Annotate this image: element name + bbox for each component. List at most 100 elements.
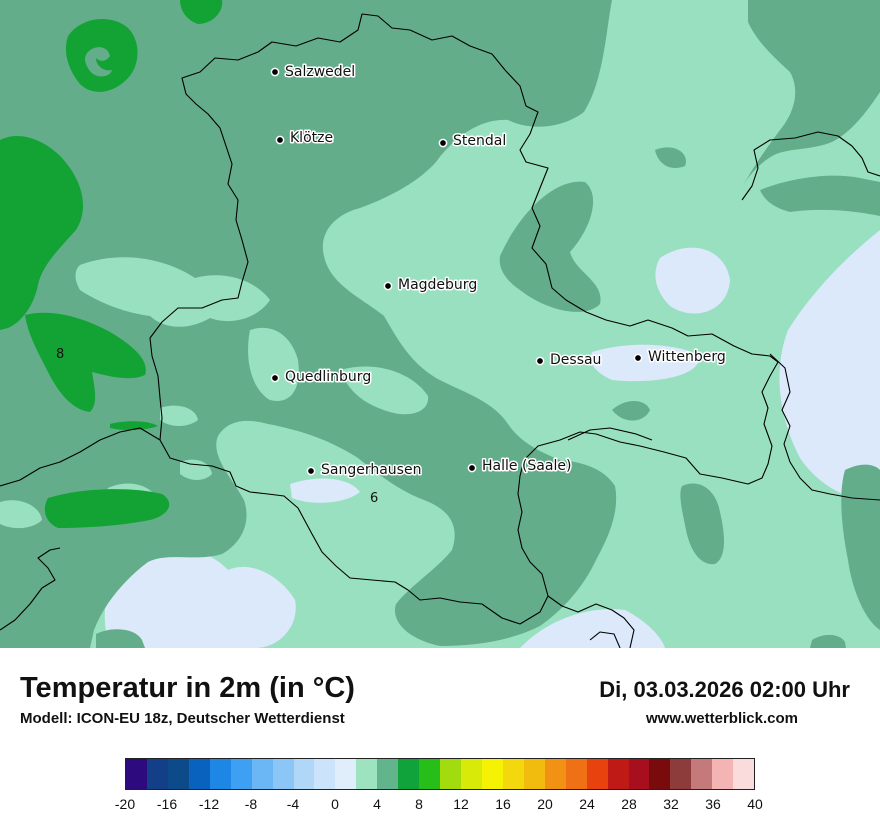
city-label-dessau: Dessau bbox=[550, 352, 601, 368]
temp-zone-cool-southeast bbox=[520, 609, 665, 648]
temp-zone-mild-east-3 bbox=[655, 147, 686, 169]
city-dot bbox=[633, 353, 643, 363]
temp-zone-warm-south bbox=[44, 489, 170, 528]
legend-tick: -12 bbox=[198, 796, 220, 812]
legend-swatch bbox=[628, 759, 650, 789]
city-sangerhausen[interactable]: Sangerhausen bbox=[306, 461, 423, 480]
city-label-halle: Halle (Saale) bbox=[482, 458, 571, 474]
city-quedlinburg[interactable]: Quedlinburg bbox=[270, 368, 373, 387]
legend-swatch bbox=[607, 759, 629, 789]
temp-zone-mild-east-4 bbox=[770, 18, 807, 63]
legend-tick: 24 bbox=[579, 796, 595, 812]
legend-tick: -4 bbox=[286, 796, 300, 812]
legend-tick: 28 bbox=[621, 796, 637, 812]
legend-swatch bbox=[272, 759, 294, 789]
legend-swatch bbox=[461, 759, 482, 789]
legend-tick: -8 bbox=[244, 796, 258, 812]
legend-tick-labels: -20 -16 -12 -8 -4 0 4 8 12 16 20 24 28 32 36 40 bbox=[115, 796, 763, 814]
chart-title: Temperatur in 2m (in °C) bbox=[20, 672, 355, 704]
temp-zone-cool-sangerhausen bbox=[290, 478, 360, 503]
legend-swatch bbox=[314, 759, 336, 789]
legend-tick: 0 bbox=[331, 796, 339, 812]
state-borders bbox=[0, 13, 880, 648]
legend-swatch bbox=[335, 759, 357, 789]
temp-zone-warm-west bbox=[0, 136, 84, 330]
temp-zone-warm-strip bbox=[110, 421, 158, 431]
forecast-datetime: Di, 03.03.2026 02:00 Uhr bbox=[599, 677, 850, 702]
legend-swatch bbox=[209, 759, 231, 789]
legend-tick: 20 bbox=[537, 796, 553, 812]
legend-swatch bbox=[146, 759, 168, 789]
temp-zone-mild-north bbox=[0, 0, 617, 648]
temp-zone-mild-east-strip bbox=[760, 175, 880, 216]
temp-zone-mild-east-1 bbox=[680, 483, 725, 565]
legend-swatch bbox=[167, 759, 189, 789]
legend-tick: -20 bbox=[114, 796, 136, 812]
temp-zone-mild-bottom-2 bbox=[810, 634, 846, 648]
legend-swatch bbox=[398, 759, 420, 789]
temp-zone-warm-top bbox=[180, 0, 223, 24]
legend-swatch bbox=[565, 759, 587, 789]
city-label-quedlinburg: Quedlinburg bbox=[285, 369, 371, 385]
city-dot bbox=[467, 463, 477, 473]
city-dot bbox=[535, 356, 545, 366]
legend-tick: 8 bbox=[415, 796, 423, 812]
legend-swatch bbox=[419, 759, 441, 789]
legend-tick: 4 bbox=[373, 796, 381, 812]
border-east-2 bbox=[769, 353, 880, 501]
city-magdeburg[interactable]: Magdeburg bbox=[383, 276, 479, 295]
temp-zone-cool-mid bbox=[590, 344, 700, 382]
legend-swatch bbox=[586, 759, 608, 789]
border-south-east bbox=[567, 427, 653, 441]
city-label-sangerhausen: Sangerhausen bbox=[321, 462, 421, 478]
legend-swatch bbox=[126, 759, 147, 789]
legend-swatch bbox=[523, 759, 545, 789]
legend-swatch bbox=[356, 759, 378, 789]
city-stendal[interactable]: Stendal bbox=[438, 132, 508, 151]
border-southeast-bottom bbox=[589, 631, 621, 648]
temp-pocket-1 bbox=[75, 257, 270, 327]
city-salzwedel[interactable]: Salzwedel bbox=[270, 63, 357, 82]
temp-zone-warm-west-2 bbox=[25, 312, 146, 412]
city-label-kloetze: Klötze bbox=[290, 130, 333, 146]
temp-pocket-8 bbox=[258, 533, 306, 563]
legend-swatch bbox=[691, 759, 713, 789]
city-dessau[interactable]: Dessau bbox=[535, 351, 603, 370]
legend-tick: 12 bbox=[453, 796, 469, 812]
city-dot bbox=[306, 466, 316, 476]
legend-swatch bbox=[230, 759, 252, 789]
legend-tick: -16 bbox=[156, 796, 178, 812]
legend-swatch bbox=[440, 759, 461, 789]
border-west-bottom bbox=[0, 547, 61, 631]
temp-pocket-6 bbox=[160, 405, 198, 426]
legend-tick: 16 bbox=[495, 796, 511, 812]
city-label-salzwedel: Salzwedel bbox=[285, 64, 355, 80]
border-west-south bbox=[0, 427, 161, 487]
legend-swatch bbox=[293, 759, 315, 789]
legend-tick: 40 bbox=[747, 796, 763, 812]
temp-pocket-2 bbox=[248, 327, 299, 401]
temp-zone-mild-east-2 bbox=[612, 401, 650, 421]
legend-swatch bbox=[733, 759, 755, 789]
city-dot bbox=[270, 67, 280, 77]
city-markers: Salzwedel Klötze Stendal Magdeburg Dessa… bbox=[270, 63, 727, 480]
city-label-wittenberg: Wittenberg bbox=[648, 349, 726, 365]
legend-swatch bbox=[649, 759, 671, 789]
city-wittenberg[interactable]: Wittenberg bbox=[633, 348, 727, 367]
legend-swatch bbox=[544, 759, 566, 789]
legend-swatch bbox=[251, 759, 273, 789]
city-label-stendal: Stendal bbox=[453, 133, 506, 149]
site-url[interactable]: www.wetterblick.com bbox=[646, 710, 798, 727]
color-legend bbox=[125, 758, 755, 790]
isoline-label-8: 8 bbox=[56, 347, 64, 362]
city-dot bbox=[438, 138, 448, 148]
city-halle[interactable]: Halle (Saale) bbox=[467, 457, 573, 476]
legend-swatch bbox=[481, 759, 503, 789]
temp-zone-mild-bottom bbox=[96, 629, 145, 648]
legend-tick: 36 bbox=[705, 796, 721, 812]
legend-swatch bbox=[377, 759, 399, 789]
temp-zone-cool-east bbox=[779, 230, 880, 505]
legend-swatch bbox=[670, 759, 692, 789]
city-kloetze[interactable]: Klötze bbox=[275, 129, 335, 148]
border-east bbox=[741, 131, 880, 201]
